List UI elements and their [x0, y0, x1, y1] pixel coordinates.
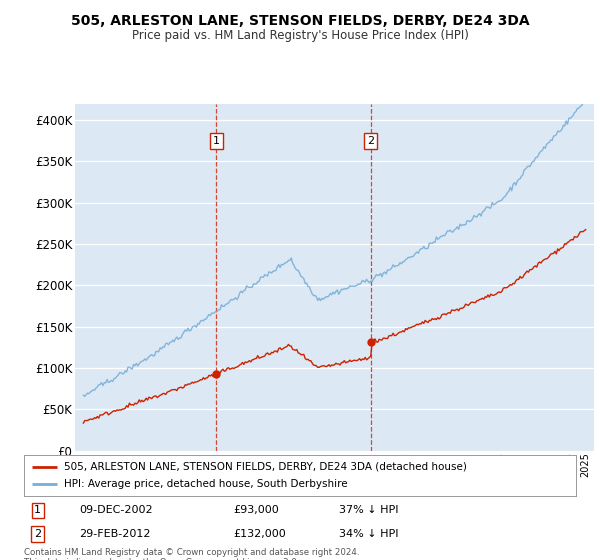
Text: 29-FEB-2012: 29-FEB-2012	[79, 529, 151, 539]
Text: £93,000: £93,000	[234, 505, 280, 515]
Text: 37% ↓ HPI: 37% ↓ HPI	[338, 505, 398, 515]
Text: £132,000: £132,000	[234, 529, 287, 539]
Text: 09-DEC-2002: 09-DEC-2002	[79, 505, 153, 515]
Text: 1: 1	[34, 505, 41, 515]
Text: 34% ↓ HPI: 34% ↓ HPI	[338, 529, 398, 539]
Text: HPI: Average price, detached house, South Derbyshire: HPI: Average price, detached house, Sout…	[64, 479, 347, 489]
Text: 2: 2	[367, 136, 374, 146]
Text: 2: 2	[34, 529, 41, 539]
Text: Price paid vs. HM Land Registry's House Price Index (HPI): Price paid vs. HM Land Registry's House …	[131, 29, 469, 42]
Text: 1: 1	[213, 136, 220, 146]
Text: 505, ARLESTON LANE, STENSON FIELDS, DERBY, DE24 3DA: 505, ARLESTON LANE, STENSON FIELDS, DERB…	[71, 14, 529, 28]
Text: Contains HM Land Registry data © Crown copyright and database right 2024.
This d: Contains HM Land Registry data © Crown c…	[24, 548, 359, 560]
Text: 505, ARLESTON LANE, STENSON FIELDS, DERBY, DE24 3DA (detached house): 505, ARLESTON LANE, STENSON FIELDS, DERB…	[64, 461, 467, 472]
